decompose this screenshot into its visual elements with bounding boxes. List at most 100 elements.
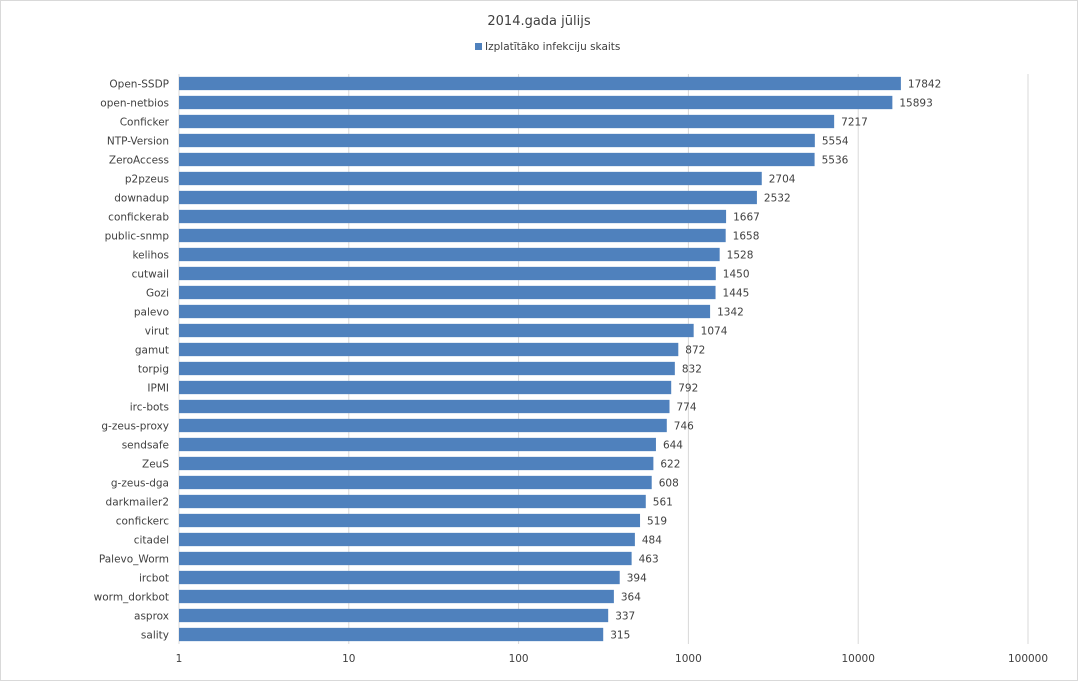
- category-label: ircbot: [139, 573, 169, 585]
- bar: [179, 532, 635, 547]
- chart-title: 2014.gada jūlijs: [487, 14, 590, 29]
- bar: [179, 494, 646, 509]
- bar: [179, 551, 632, 566]
- data-label: 15893: [899, 98, 932, 110]
- data-label: 364: [621, 592, 641, 604]
- data-label: 872: [685, 345, 705, 357]
- category-label: darkmailer2: [106, 497, 169, 509]
- bar: [179, 114, 835, 129]
- category-label: open-netbios: [100, 98, 169, 110]
- x-tick-label: 100: [509, 653, 529, 665]
- data-label: 5536: [822, 155, 849, 167]
- category-label: sality: [141, 630, 169, 642]
- bar: [179, 152, 815, 167]
- data-label: 2704: [769, 174, 796, 186]
- data-label: 337: [615, 611, 635, 623]
- category-label: IPMI: [147, 383, 169, 395]
- bar: [179, 209, 727, 224]
- bar: [179, 475, 652, 490]
- legend-swatch: [475, 43, 482, 50]
- category-label: g-zeus-dga: [111, 478, 169, 490]
- bar: [179, 304, 711, 319]
- data-label: 1667: [733, 212, 760, 224]
- category-label: Palevo_Worm: [99, 554, 169, 566]
- data-label: 746: [674, 421, 694, 433]
- category-label: confickerab: [108, 212, 169, 224]
- data-label: 792: [678, 383, 698, 395]
- category-label: ZeroAccess: [109, 155, 169, 167]
- bar: [179, 342, 679, 357]
- bar: [179, 437, 656, 452]
- category-label: gamut: [135, 345, 169, 357]
- data-label: 1445: [723, 288, 750, 300]
- bar: [179, 228, 726, 243]
- data-label: 7217: [841, 117, 868, 129]
- data-label: 561: [653, 497, 673, 509]
- category-label: g-zeus-proxy: [101, 421, 169, 433]
- category-label: p2pzeus: [125, 174, 169, 186]
- bar: [179, 95, 893, 110]
- legend: Izplatītāko infekciju skaits: [475, 41, 620, 53]
- data-label: 519: [647, 516, 667, 528]
- x-tick-label: 10: [342, 653, 355, 665]
- category-label: Open-SSDP: [109, 79, 169, 91]
- bar: [179, 190, 757, 205]
- data-label: 463: [639, 554, 659, 566]
- category-label: public-snmp: [105, 231, 170, 243]
- gridlines: [178, 74, 1029, 644]
- category-label: NTP-Version: [107, 136, 169, 148]
- data-label: 2532: [764, 193, 791, 205]
- x-axis-tick-labels: 1 10 100 1000 10000 100000: [176, 653, 1048, 665]
- x-tick-label: 1000: [675, 653, 702, 665]
- data-label: 315: [610, 630, 630, 642]
- bar: [179, 399, 670, 414]
- category-label: asprox: [134, 611, 169, 623]
- category-label: ZeuS: [142, 459, 169, 471]
- category-label: irc-bots: [130, 402, 169, 414]
- category-labels: Open-SSDP open-netbios Conficker NTP-Versio…: [94, 79, 170, 642]
- category-label: virut: [145, 326, 169, 338]
- bar: [179, 266, 716, 281]
- x-tick-label: 1: [176, 653, 183, 665]
- data-label: 622: [660, 459, 680, 471]
- bar: [179, 570, 620, 585]
- bar: [179, 76, 901, 91]
- category-label: Gozi: [146, 288, 169, 300]
- category-label: palevo: [134, 307, 169, 319]
- bar: [179, 608, 609, 623]
- data-label: 484: [642, 535, 662, 547]
- category-label: citadel: [134, 535, 169, 547]
- bar: [179, 513, 641, 528]
- category-label: torpig: [138, 364, 169, 376]
- bar: [179, 133, 815, 148]
- bar: [179, 171, 762, 186]
- category-label: worm_dorkbot: [94, 592, 169, 604]
- category-label: sendsafe: [122, 440, 169, 452]
- category-label: cutwail: [132, 269, 169, 281]
- data-label: 1528: [727, 250, 754, 262]
- bar: [179, 247, 720, 262]
- data-label: 1450: [723, 269, 750, 281]
- category-label: downadup: [114, 193, 169, 205]
- data-label: 832: [682, 364, 702, 376]
- data-label: 774: [677, 402, 697, 414]
- x-tick-label: 10000: [841, 653, 874, 665]
- x-tick-label: 100000: [1008, 653, 1048, 665]
- legend-label: Izplatītāko infekciju skaits: [485, 41, 620, 53]
- category-label: confickerc: [116, 516, 169, 528]
- bar: [179, 323, 694, 338]
- data-label: 644: [663, 440, 683, 452]
- category-label: Conficker: [120, 117, 170, 129]
- bar: [179, 361, 675, 376]
- bar: [179, 589, 614, 604]
- data-label: 608: [659, 478, 679, 490]
- bars: [179, 76, 901, 642]
- data-label: 17842: [908, 79, 941, 91]
- bar: [179, 380, 672, 395]
- data-label: 1658: [733, 231, 760, 243]
- category-label: kelihos: [132, 250, 169, 262]
- bar: [179, 627, 604, 642]
- bar: [179, 418, 667, 433]
